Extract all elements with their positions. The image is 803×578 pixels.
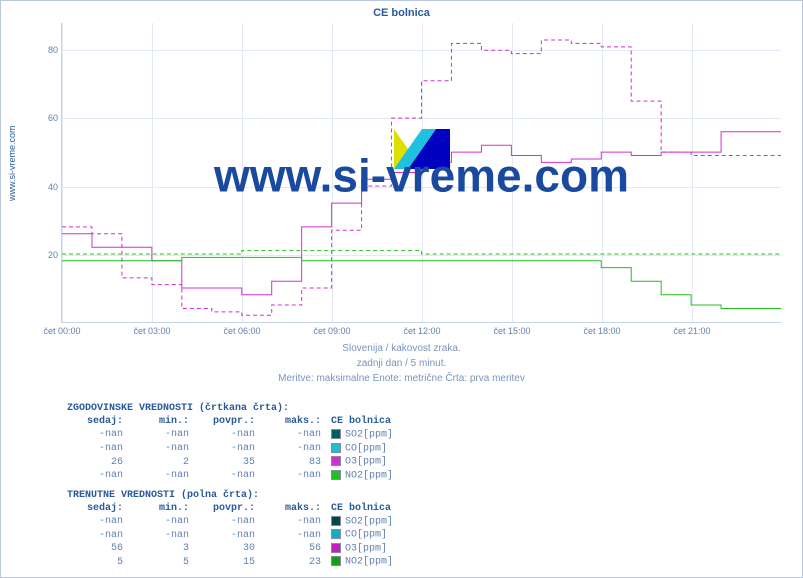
x-axis-label: čet 03:00 — [133, 326, 170, 336]
historic-table: ZGODOVINSKE VREDNOSTI (črtkana črta): sed… — [61, 399, 399, 484]
cell: -nan — [129, 443, 193, 455]
cell: 3 — [129, 543, 193, 555]
cell: 2 — [129, 456, 193, 468]
cell: -nan — [195, 443, 259, 455]
col-header: maks.: — [261, 503, 325, 514]
series-label: O3[ppm] — [327, 543, 397, 555]
cell: 35 — [195, 456, 259, 468]
cell: 23 — [261, 556, 325, 568]
series-label: SO2[ppm] — [327, 516, 397, 528]
color-swatch — [331, 429, 341, 439]
series-label: CO[ppm] — [327, 443, 397, 455]
table-title: TRENUTNE VREDNOSTI (polna črta): — [63, 488, 397, 501]
station-header: CE bolnica — [327, 416, 397, 427]
col-header: povpr.: — [195, 503, 259, 514]
watermark-logo — [394, 129, 450, 169]
cell: -nan — [261, 443, 325, 455]
cell: -nan — [63, 443, 127, 455]
color-swatch — [331, 516, 341, 526]
series-NO2-current — [62, 257, 781, 308]
cell: -nan — [63, 516, 127, 528]
cell: 26 — [63, 456, 127, 468]
color-swatch — [331, 543, 341, 553]
meta-line2: zadnji dan / 5 minut. — [1, 356, 802, 371]
cell: -nan — [261, 470, 325, 482]
cell: -nan — [195, 529, 259, 541]
y-axis-label: 40 — [32, 182, 58, 192]
table-row: 5633056O3[ppm] — [63, 543, 397, 555]
cell: -nan — [129, 516, 193, 528]
color-swatch — [331, 556, 341, 566]
x-axis-label: čet 18:00 — [583, 326, 620, 336]
cell: -nan — [129, 529, 193, 541]
table-row: -nan-nan-nan-nanCO[ppm] — [63, 529, 397, 541]
table-row: 551523NO2[ppm] — [63, 556, 397, 568]
cell: -nan — [129, 429, 193, 441]
col-header: povpr.: — [195, 416, 259, 427]
col-header: sedaj: — [63, 503, 127, 514]
col-header: maks.: — [261, 416, 325, 427]
col-header: sedaj: — [63, 416, 127, 427]
current-table: TRENUTNE VREDNOSTI (polna črta): sedaj:mi… — [61, 486, 399, 571]
color-swatch — [331, 443, 341, 453]
series-label: SO2[ppm] — [327, 429, 397, 441]
col-header: min.: — [129, 503, 193, 514]
cell: -nan — [129, 470, 193, 482]
chart-title: CE bolnica — [1, 7, 802, 19]
chart-lines — [62, 23, 781, 322]
x-axis-label: čet 00:00 — [43, 326, 80, 336]
y-axis-label: 60 — [32, 113, 58, 123]
cell: 56 — [63, 543, 127, 555]
series-label: NO2[ppm] — [327, 470, 397, 482]
side-label: www.si-vreme.com — [7, 125, 17, 201]
cell: 83 — [261, 456, 325, 468]
cell: -nan — [195, 470, 259, 482]
col-header: min.: — [129, 416, 193, 427]
cell: 30 — [195, 543, 259, 555]
cell: 15 — [195, 556, 259, 568]
series-O3-historic — [62, 40, 781, 315]
x-axis-label: čet 09:00 — [313, 326, 350, 336]
table-row: 2623583O3[ppm] — [63, 456, 397, 468]
color-swatch — [331, 456, 341, 466]
table-title: ZGODOVINSKE VREDNOSTI (črtkana črta): — [63, 401, 397, 414]
chart-container: www.si-vreme.com CE bolnica 20406080 čet… — [0, 0, 803, 578]
cell: -nan — [261, 516, 325, 528]
cell: 56 — [261, 543, 325, 555]
data-tables: ZGODOVINSKE VREDNOSTI (črtkana črta): sed… — [61, 399, 399, 570]
x-axis-label: čet 21:00 — [673, 326, 710, 336]
series-NO2-historic — [62, 251, 781, 254]
cell: -nan — [63, 529, 127, 541]
cell: -nan — [195, 429, 259, 441]
cell: -nan — [63, 470, 127, 482]
meta-text: Slovenija / kakovost zraka. zadnji dan /… — [1, 341, 802, 386]
table-row: -nan-nan-nan-nanNO2[ppm] — [63, 470, 397, 482]
color-swatch — [331, 470, 341, 480]
table-row: -nan-nan-nan-nanSO2[ppm] — [63, 516, 397, 528]
cell: 5 — [63, 556, 127, 568]
series-label: CO[ppm] — [327, 529, 397, 541]
x-axis-label: čet 12:00 — [403, 326, 440, 336]
cell: -nan — [63, 429, 127, 441]
table-row: -nan-nan-nan-nanCO[ppm] — [63, 443, 397, 455]
table-row: -nan-nan-nan-nanSO2[ppm] — [63, 429, 397, 441]
x-axis-label: čet 15:00 — [493, 326, 530, 336]
y-axis-label: 80 — [32, 45, 58, 55]
series-label: O3[ppm] — [327, 456, 397, 468]
plot-area: 20406080 čet 00:00čet 03:00čet 06:00čet … — [61, 23, 781, 323]
cell: -nan — [261, 529, 325, 541]
x-axis-label: čet 06:00 — [223, 326, 260, 336]
station-header: CE bolnica — [327, 503, 397, 514]
meta-line1: Slovenija / kakovost zraka. — [1, 341, 802, 356]
color-swatch — [331, 529, 341, 539]
cell: -nan — [261, 429, 325, 441]
cell: 5 — [129, 556, 193, 568]
meta-line3: Meritve: maksimalne Enote: metrične Črta… — [1, 371, 802, 386]
y-axis-label: 20 — [32, 250, 58, 260]
series-label: NO2[ppm] — [327, 556, 397, 568]
cell: -nan — [195, 516, 259, 528]
